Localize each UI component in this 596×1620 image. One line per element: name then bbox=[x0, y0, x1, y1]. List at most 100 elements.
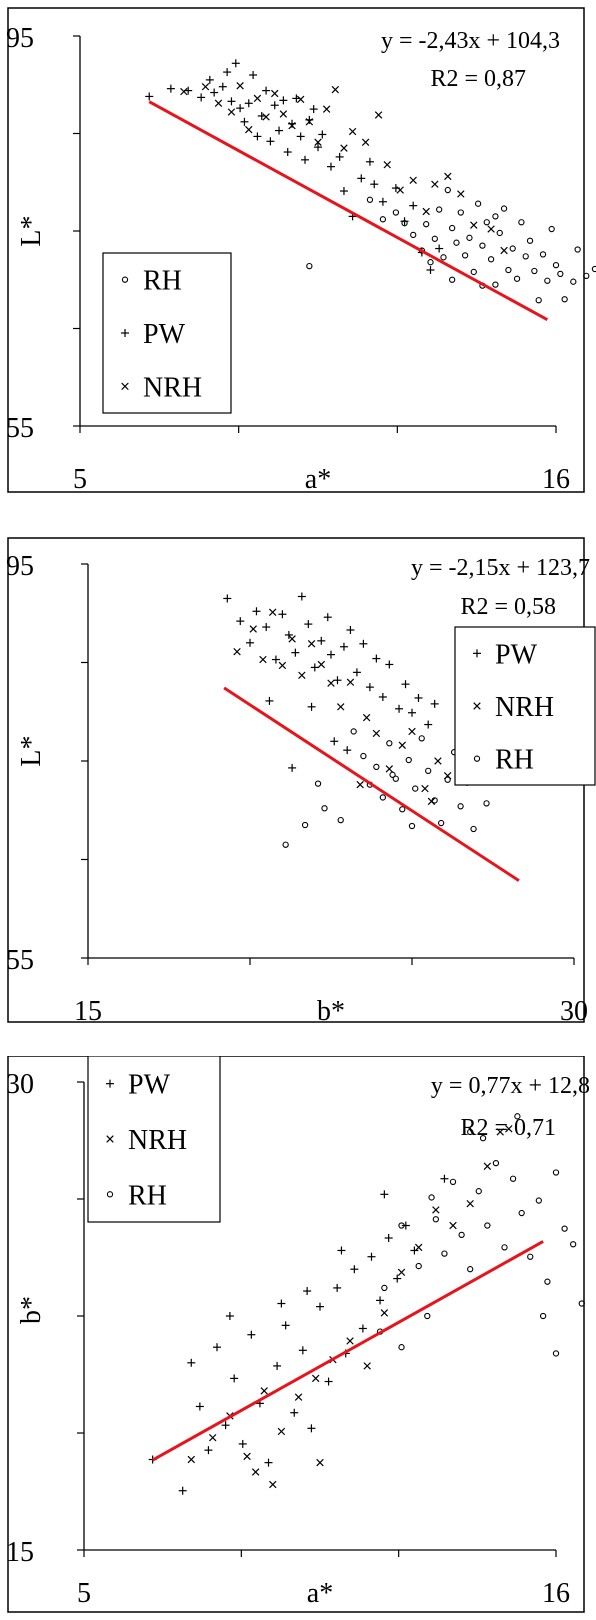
data-point bbox=[251, 1468, 260, 1476]
data-point bbox=[279, 96, 288, 105]
data-point bbox=[496, 1128, 504, 1136]
data-point bbox=[513, 275, 521, 282]
data-point bbox=[431, 180, 439, 188]
data-point bbox=[227, 108, 236, 116]
data-point bbox=[291, 648, 300, 657]
data-point bbox=[379, 216, 387, 223]
data-point bbox=[356, 780, 364, 789]
y-tick-label-top: 95 bbox=[6, 551, 34, 582]
data-point bbox=[397, 1268, 406, 1277]
x-tick-label-right: 30 bbox=[560, 996, 588, 1027]
legend-marker-nrh bbox=[106, 1135, 114, 1143]
data-point bbox=[557, 270, 564, 278]
data-point bbox=[500, 205, 508, 212]
data-point bbox=[321, 805, 328, 812]
data-point bbox=[314, 138, 322, 146]
data-point bbox=[296, 95, 305, 104]
data-point bbox=[240, 117, 249, 126]
data-point bbox=[561, 1225, 568, 1232]
data-point bbox=[290, 1408, 299, 1417]
data-point bbox=[457, 803, 464, 810]
data-point bbox=[431, 797, 438, 804]
data-point bbox=[414, 1243, 423, 1252]
data-point bbox=[484, 1222, 491, 1229]
data-point bbox=[544, 277, 551, 284]
data-point bbox=[348, 127, 357, 136]
data-point bbox=[265, 696, 274, 705]
data-point bbox=[398, 1222, 405, 1229]
legend-marker-rh bbox=[473, 755, 481, 762]
data-point bbox=[331, 85, 340, 94]
regression-equation: y = 0,77x + 12,8 bbox=[431, 1073, 590, 1099]
data-point bbox=[544, 1278, 551, 1285]
data-point bbox=[305, 115, 314, 124]
data-point bbox=[231, 59, 240, 68]
data-point bbox=[365, 683, 374, 692]
data-point bbox=[427, 259, 434, 266]
data-point bbox=[393, 1274, 402, 1283]
data-point bbox=[360, 752, 367, 760]
data-point bbox=[409, 176, 417, 185]
data-point bbox=[405, 756, 412, 764]
data-point bbox=[408, 708, 416, 717]
data-point bbox=[322, 105, 331, 113]
data-point bbox=[539, 1312, 547, 1320]
data-point bbox=[323, 613, 332, 622]
y-tick-label-bottom: 55 bbox=[6, 945, 34, 976]
data-point bbox=[470, 825, 477, 833]
data-point bbox=[552, 1350, 560, 1357]
data-point bbox=[449, 1178, 457, 1185]
data-point bbox=[479, 242, 486, 249]
data-point bbox=[466, 1199, 474, 1208]
legend-marker-rh bbox=[106, 1191, 114, 1198]
data-point bbox=[271, 655, 280, 664]
legend-label-nrh: NRH bbox=[128, 1125, 187, 1156]
data-point bbox=[335, 152, 344, 161]
data-point bbox=[501, 1244, 508, 1251]
data-point bbox=[440, 1174, 449, 1183]
legend-marker-pw bbox=[473, 649, 481, 658]
data-point bbox=[385, 660, 394, 669]
data-point bbox=[436, 206, 443, 213]
data-point bbox=[252, 607, 261, 616]
data-point bbox=[362, 713, 371, 722]
data-point bbox=[327, 679, 335, 687]
legend-label-pw: PW bbox=[128, 1070, 171, 1101]
data-point bbox=[570, 1241, 577, 1248]
data-point bbox=[492, 1159, 500, 1167]
data-point bbox=[361, 138, 370, 146]
y-tick-label-bottom: 15 bbox=[6, 1537, 34, 1568]
data-point bbox=[380, 1309, 389, 1317]
data-point bbox=[253, 132, 262, 141]
data-point bbox=[409, 201, 418, 210]
data-point bbox=[195, 1402, 204, 1411]
series-rh bbox=[306, 186, 596, 304]
data-point bbox=[483, 219, 490, 226]
data-point bbox=[401, 680, 410, 689]
data-point bbox=[243, 1452, 251, 1461]
data-point bbox=[505, 1125, 513, 1133]
data-point bbox=[201, 82, 210, 91]
data-point bbox=[422, 207, 430, 216]
data-point bbox=[518, 1209, 525, 1217]
data-point bbox=[296, 132, 305, 141]
x-axis-label: a* bbox=[307, 1578, 333, 1609]
data-point bbox=[314, 780, 322, 787]
data-point bbox=[509, 245, 516, 252]
data-point bbox=[298, 1346, 307, 1355]
data-point bbox=[337, 1246, 346, 1255]
data-point bbox=[278, 661, 287, 670]
data-point bbox=[218, 82, 227, 91]
data-point bbox=[330, 737, 339, 746]
data-point bbox=[301, 155, 310, 164]
data-point bbox=[591, 265, 596, 273]
data-point bbox=[531, 267, 538, 275]
scatter-points bbox=[148, 1113, 585, 1495]
x-axis-label: a* bbox=[305, 464, 331, 495]
legend-marker-nrh bbox=[121, 382, 129, 391]
data-point bbox=[225, 1312, 234, 1320]
legend-label-nrh: NRH bbox=[495, 692, 554, 723]
data-point bbox=[470, 268, 477, 276]
y-tick-label-top: 30 bbox=[6, 1069, 34, 1100]
